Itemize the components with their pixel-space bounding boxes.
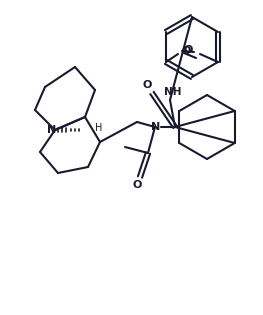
Text: N: N	[47, 125, 57, 135]
Text: N: N	[151, 122, 161, 132]
Text: O: O	[142, 80, 152, 90]
Text: H: H	[95, 123, 103, 133]
Text: O: O	[181, 46, 191, 56]
Text: NH: NH	[164, 87, 182, 97]
Text: O: O	[183, 45, 193, 55]
Text: O: O	[132, 180, 142, 190]
